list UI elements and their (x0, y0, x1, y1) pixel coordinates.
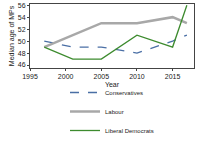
svg-text:Labour: Labour (105, 109, 124, 115)
svg-text:2015: 2015 (165, 73, 181, 80)
svg-text:2000: 2000 (58, 73, 74, 80)
svg-text:Liberal Democrats: Liberal Democrats (105, 128, 154, 134)
svg-text:2010: 2010 (129, 73, 145, 80)
svg-text:1995: 1995 (22, 73, 38, 80)
svg-text:50: 50 (18, 38, 26, 45)
svg-text:52: 52 (18, 26, 26, 33)
svg-text:54: 54 (18, 14, 26, 21)
svg-text:48: 48 (18, 50, 26, 57)
svg-text:2005: 2005 (94, 73, 110, 80)
svg-text:Year: Year (105, 81, 120, 88)
svg-text:Conservatives: Conservatives (105, 90, 143, 96)
svg-text:46: 46 (18, 61, 26, 68)
svg-text:56: 56 (18, 2, 26, 9)
svg-text:Median age of MPs: Median age of MPs (8, 5, 16, 66)
